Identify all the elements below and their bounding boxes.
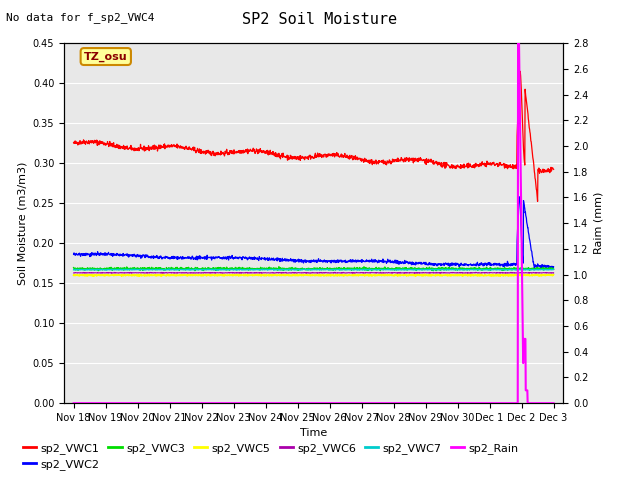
Text: TZ_osu: TZ_osu bbox=[84, 51, 127, 61]
Legend: sp2_VWC1, sp2_VWC2, sp2_VWC3, sp2_VWC5, sp2_VWC6, sp2_VWC7, sp2_Rain: sp2_VWC1, sp2_VWC2, sp2_VWC3, sp2_VWC5, … bbox=[19, 438, 523, 474]
X-axis label: Time: Time bbox=[300, 429, 327, 438]
Y-axis label: Soil Moisture (m3/m3): Soil Moisture (m3/m3) bbox=[17, 161, 27, 285]
Y-axis label: Raim (mm): Raim (mm) bbox=[594, 192, 604, 254]
Text: SP2 Soil Moisture: SP2 Soil Moisture bbox=[243, 12, 397, 27]
Text: No data for f_sp2_VWC4: No data for f_sp2_VWC4 bbox=[6, 12, 155, 23]
